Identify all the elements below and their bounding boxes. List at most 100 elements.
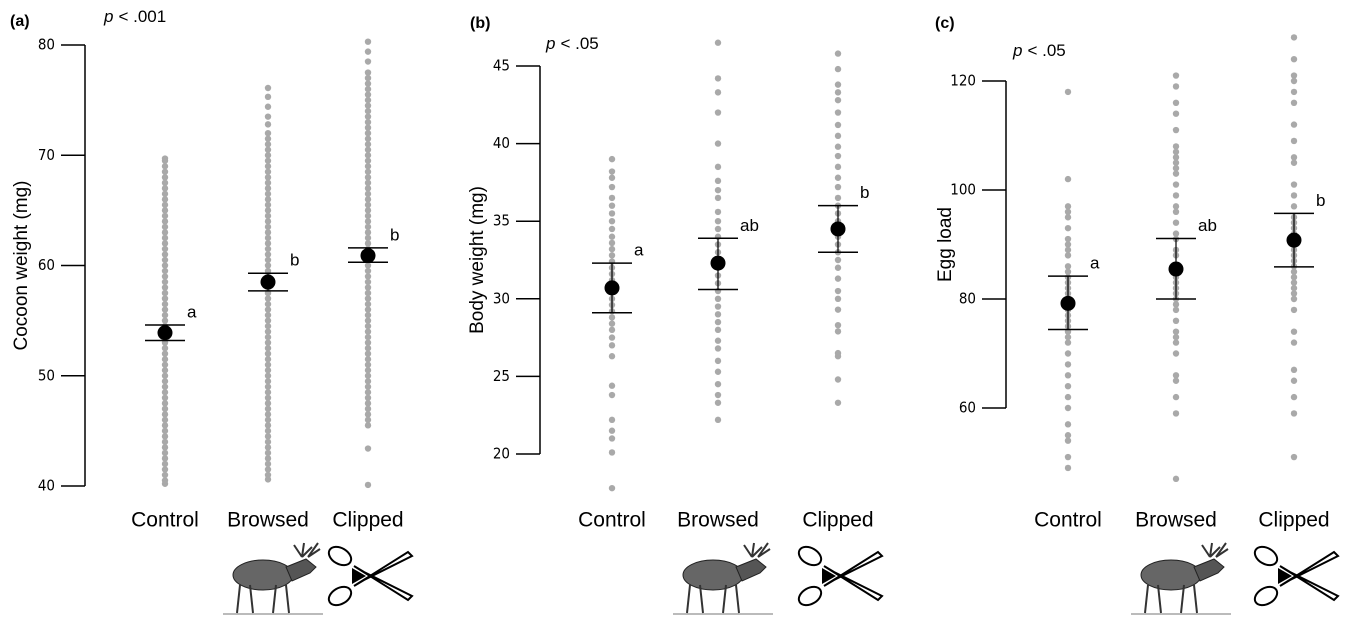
data-point [162,444,168,450]
data-point [835,376,841,382]
data-point [365,284,371,290]
data-point [265,417,271,423]
data-point [1065,383,1071,389]
data-point [365,345,371,351]
data-point [715,89,721,95]
data-point [835,164,841,170]
data-point [265,301,271,307]
data-point [162,362,168,368]
mean-point [261,275,276,290]
data-point [835,66,841,72]
data-point [1065,252,1071,258]
data-point [365,323,371,329]
scissors-handle [1252,543,1281,569]
data-point [265,373,271,379]
data-point [265,362,271,368]
data-point [162,180,168,186]
data-point [1173,111,1179,117]
data-point [1173,127,1179,133]
data-point [609,342,615,348]
data-point [715,164,721,170]
moose-antlers [294,543,320,557]
data-point [835,122,841,128]
data-point [162,191,168,197]
data-point [265,389,271,395]
data-point [265,339,271,345]
data-point [365,169,371,175]
data-point [1173,318,1179,324]
data-point [609,383,615,389]
data-point [365,351,371,357]
data-point [1173,339,1179,345]
data-point [715,311,721,317]
data-point [835,50,841,56]
data-point [365,147,371,153]
data-point [609,392,615,398]
data-point [365,482,371,488]
data-point [1065,247,1071,253]
y-axis-label: Cocoon weight (mg) [11,180,32,350]
data-point [609,184,615,190]
significance-letter: b [290,251,299,270]
data-point [715,40,721,46]
data-point [715,178,721,184]
mean-point [1169,262,1184,277]
data-point [365,290,371,296]
data-point [609,428,615,434]
data-point [609,168,615,174]
x-tick-label: Control [1034,509,1102,532]
data-point [1291,181,1297,187]
data-point [265,356,271,362]
data-point [365,136,371,142]
data-point [1291,154,1297,160]
data-point [1173,181,1179,187]
data-point [1291,285,1297,291]
data-point [835,322,841,328]
data-point [715,226,721,232]
data-point [162,428,168,434]
data-point [162,345,168,351]
data-point [1065,465,1071,471]
data-point [715,338,721,344]
data-point [715,358,721,364]
data-point [265,367,271,373]
x-tick-label: Browsed [677,509,759,532]
data-point [365,207,371,213]
data-point [835,400,841,406]
data-point [1173,192,1179,198]
data-point [835,275,841,281]
data-point [1065,209,1071,215]
significance-letter: a [187,303,197,322]
data-point [1291,121,1297,127]
data-point [162,373,168,379]
data-point [1291,410,1297,416]
data-point [265,174,271,180]
data-point [1173,72,1179,78]
data-point [265,262,271,268]
p-value: p< .05 [1012,41,1066,60]
data-point [1173,372,1179,378]
data-point [265,158,271,164]
data-point [715,140,721,146]
data-point [265,455,271,461]
data-point [1291,192,1297,198]
data-point [265,136,271,142]
data-point [162,246,168,252]
data-point [162,251,168,257]
data-point [1291,307,1297,313]
y-tick-label: 25 [493,367,510,385]
data-point [1065,372,1071,378]
p-text: < .001 [118,7,166,26]
data-point [265,152,271,158]
data-point [1065,225,1071,231]
data-point [1065,214,1071,220]
significance-letter: b [1316,191,1325,210]
moose-body [1141,560,1201,590]
data-point [265,240,271,246]
data-point [715,296,721,302]
data-point [835,306,841,312]
data-point [365,328,371,334]
data-point [265,400,271,406]
data-point [835,257,841,263]
data-point [835,288,841,294]
